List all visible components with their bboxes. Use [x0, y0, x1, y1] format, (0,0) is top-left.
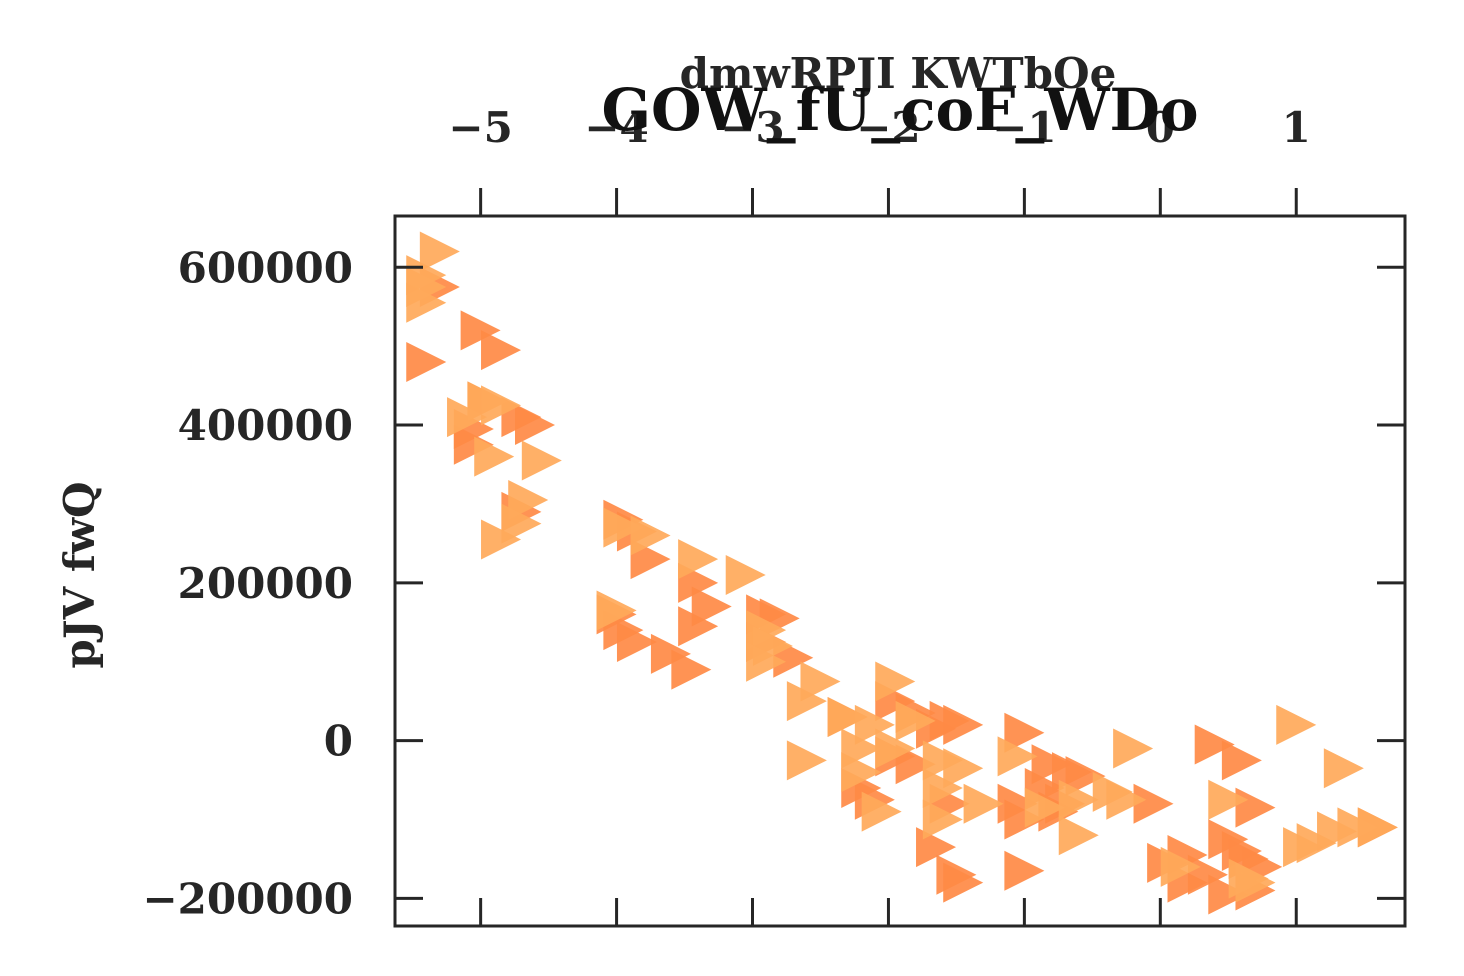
- point-s0-60: [1208, 874, 1249, 915]
- point-s1-21: [854, 704, 895, 745]
- point-s1-35: [963, 783, 1004, 824]
- point-s1-19: [746, 641, 787, 682]
- chart-title: GOW_fU_coF_WDo: [601, 76, 1198, 144]
- point-s1-23: [786, 681, 827, 722]
- x-tick-label: 0: [1146, 103, 1175, 152]
- point-s0-47: [1004, 799, 1045, 840]
- point-s1-4: [447, 397, 488, 438]
- point-s1-29: [895, 700, 936, 741]
- x-axis-title: dmwRPJI KWTbOe: [680, 49, 1117, 98]
- point-s1-52: [1228, 858, 1269, 899]
- point-s0-53: [1187, 854, 1228, 895]
- point-s1-37: [1024, 787, 1065, 828]
- y-axis-title: pJV fwQ: [55, 481, 104, 668]
- point-s1-42: [1113, 728, 1154, 769]
- y-tick-label: 200000: [178, 559, 353, 608]
- point-s0-3: [481, 330, 522, 371]
- point-s0-62: [1235, 787, 1276, 828]
- point-s1-22: [800, 661, 841, 702]
- point-s1-6: [481, 385, 522, 426]
- point-s0-41: [1031, 744, 1072, 785]
- y-tick-label: −200000: [142, 874, 353, 923]
- point-s0-14: [691, 586, 732, 627]
- point-s1-33: [943, 748, 984, 789]
- point-s0-54: [1194, 724, 1235, 765]
- point-s0-20: [671, 649, 712, 690]
- y-tick-label: 600000: [178, 243, 353, 292]
- point-s1-0: [419, 231, 460, 272]
- point-s0-49: [1133, 783, 1174, 824]
- point-s0-18: [616, 622, 657, 662]
- x-tick-label: −5: [448, 103, 512, 152]
- point-s1-10: [501, 503, 542, 544]
- point-s1-32: [922, 767, 963, 808]
- point-s1-14: [678, 539, 719, 580]
- point-s1-16: [596, 590, 637, 631]
- point-s1-24: [786, 740, 827, 781]
- point-s1-30: [875, 728, 916, 769]
- point-s0-32: [895, 744, 936, 785]
- point-s0-6: [515, 405, 556, 446]
- point-s1-26: [841, 752, 882, 793]
- point-s0-55: [1221, 740, 1262, 781]
- point-s1-43: [1208, 779, 1249, 820]
- point-s1-48: [1337, 807, 1378, 848]
- plot-frame: [393, 214, 1407, 928]
- point-s1-8: [521, 440, 562, 481]
- point-s1-31: [922, 740, 963, 781]
- point-s1-28: [875, 661, 916, 702]
- point-s1-3: [406, 282, 447, 323]
- point-s0-15: [678, 606, 719, 647]
- point-s0-36: [916, 827, 957, 868]
- point-s1-46: [1323, 748, 1364, 789]
- axis-ticks: −5 −4 −3 −2 −1 0 1 600000 400000 200000 0 −200000: [142, 103, 1405, 926]
- point-s1-51: [1283, 827, 1324, 868]
- point-s0-39: [1004, 850, 1045, 891]
- point-s0-43: [1065, 756, 1106, 797]
- point-s1-41: [1106, 779, 1147, 820]
- point-s1-39: [1058, 779, 1099, 820]
- point-s1-38: [1058, 815, 1099, 856]
- point-s1-27: [861, 791, 902, 832]
- point-s0-30: [943, 704, 984, 745]
- point-s0-19: [650, 633, 691, 674]
- point-s1-45: [1276, 704, 1317, 745]
- point-s0-40: [1004, 712, 1045, 753]
- point-s1-13: [630, 515, 671, 556]
- y-tick-label: 0: [324, 717, 353, 766]
- point-s0-8: [453, 424, 494, 465]
- x-tick-label: −1: [992, 103, 1056, 152]
- y-tick-label: 400000: [178, 401, 353, 450]
- point-s0-1: [406, 341, 447, 382]
- x-tick-label: −3: [720, 103, 784, 152]
- point-s1-53: [1160, 846, 1201, 887]
- point-s1-12: [603, 507, 644, 548]
- point-s1-9: [508, 480, 549, 520]
- x-tick-label: −2: [856, 103, 920, 152]
- point-s1-15: [725, 554, 766, 595]
- x-tick-label: −4: [584, 103, 648, 152]
- point-s1-36: [997, 736, 1038, 777]
- point-s1-34: [922, 799, 963, 840]
- point-s1-49: [1357, 807, 1398, 848]
- point-s1-20: [827, 696, 868, 737]
- point-s1-11: [481, 519, 522, 560]
- point-s1-7: [474, 436, 515, 477]
- point-s0-38: [943, 862, 984, 903]
- x-tick-label: 1: [1282, 103, 1311, 152]
- point-s0-2: [460, 310, 501, 351]
- scatter-points: [406, 231, 1398, 915]
